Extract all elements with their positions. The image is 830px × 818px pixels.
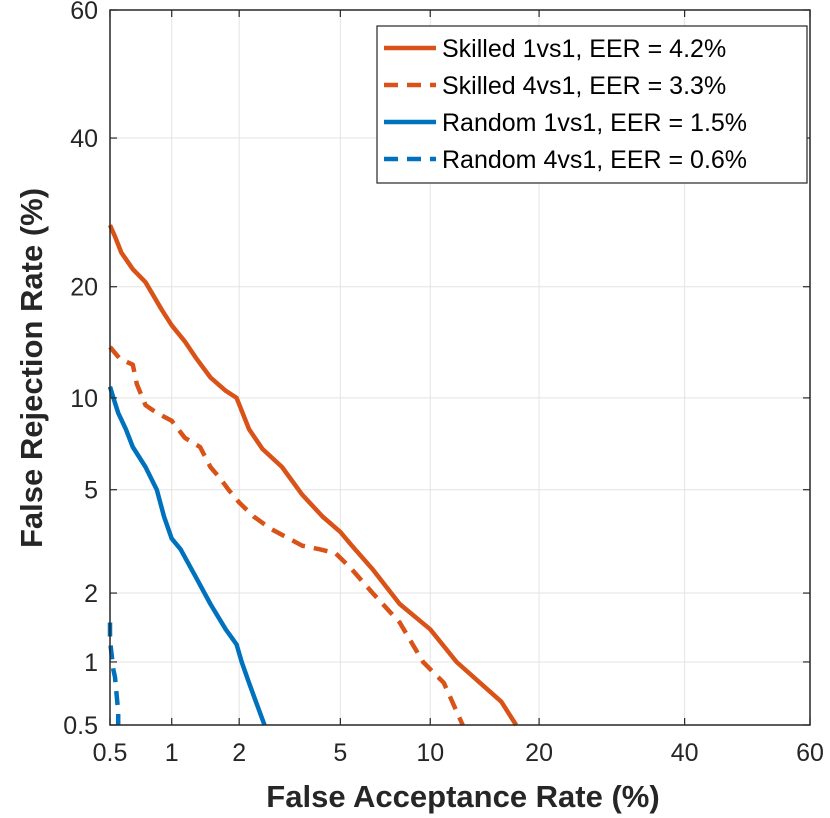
x-tick-label: 60 (796, 739, 824, 767)
legend-label: Skilled 4vs1, EER = 3.3% (442, 72, 726, 100)
y-tick-label: 1 (84, 649, 98, 677)
series-line-2 (108, 345, 465, 726)
y-tick-label: 5 (84, 477, 98, 505)
series-line-4 (107, 622, 121, 725)
series-line-1 (107, 224, 518, 727)
x-tick-label: 0.5 (93, 739, 128, 767)
y-tick-label: 0.5 (63, 712, 98, 740)
y-tick-label: 20 (70, 274, 98, 302)
y-axis-title: False Rejection Rate (%) (14, 188, 49, 548)
x-tick-label: 1 (165, 739, 179, 767)
y-tick-label: 2 (84, 580, 98, 608)
x-axis-title: False Acceptance Rate (%) (266, 779, 659, 814)
x-tick-label: 10 (416, 739, 444, 767)
x-tick-label: 5 (333, 739, 347, 767)
x-tick-label: 2 (232, 739, 246, 767)
tick-labels: 0.5 1 2 5 10 20 40 60 0.5 1 2 5 10 20 40 60 (63, 0, 824, 767)
legend-label: Skilled 1vs1, EER = 4.2% (442, 35, 726, 63)
legend-label: Random 4vs1, EER = 0.6% (442, 146, 747, 174)
x-tick-label: 40 (671, 739, 699, 767)
plot-frame (109, 9, 811, 726)
legend-label: Random 1vs1, EER = 1.5% (442, 109, 747, 137)
y-tick-label: 60 (70, 0, 98, 25)
x-tick-label: 20 (525, 739, 553, 767)
y-tick-label: 40 (70, 125, 98, 153)
series-line-3 (107, 386, 267, 726)
legend: Skilled 1vs1, EER = 4.2% Skilled 4vs1, EE… (376, 25, 808, 184)
ticks (109, 9, 811, 726)
series-lines (107, 224, 518, 727)
legend-box (376, 25, 808, 184)
y-tick-label: 10 (70, 385, 98, 413)
